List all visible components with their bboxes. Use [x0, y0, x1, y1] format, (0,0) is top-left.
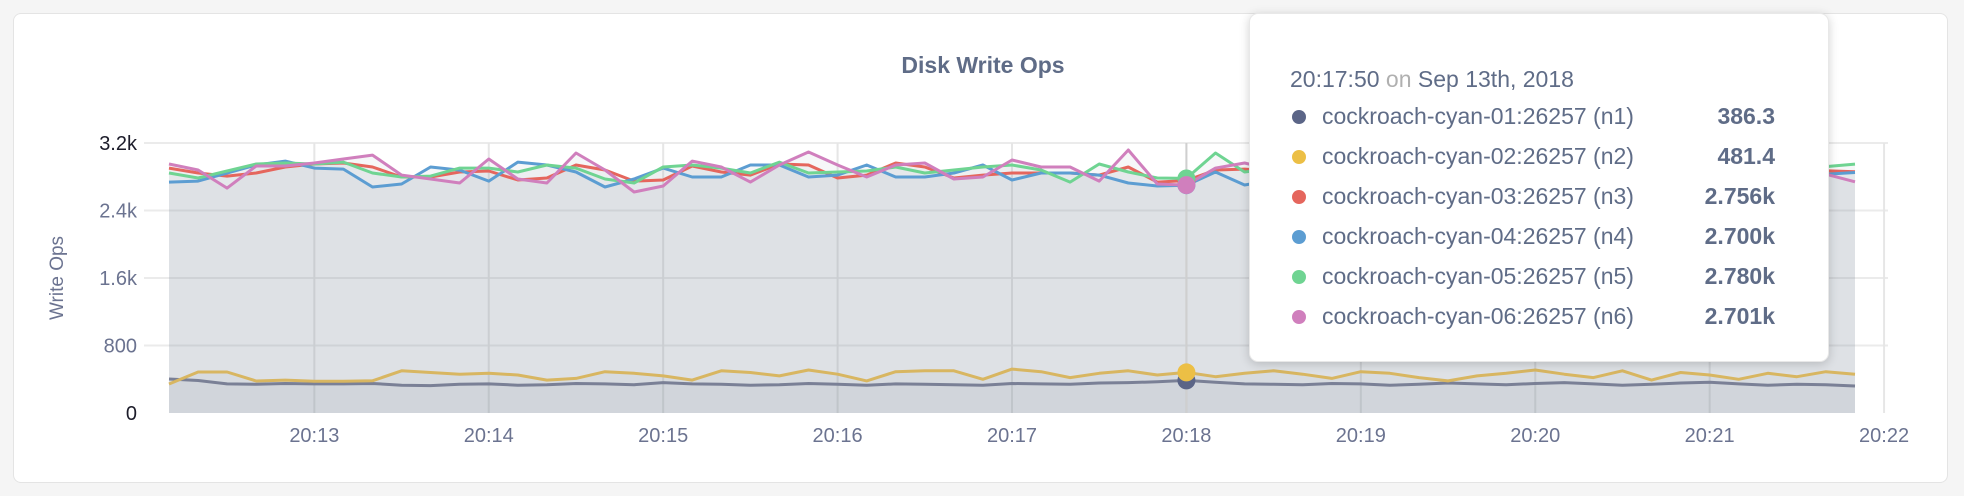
x-tick-label: 20:21 — [1685, 425, 1735, 447]
tooltip-series-value: 386.3 — [1717, 103, 1775, 129]
hover-point — [1177, 176, 1196, 195]
y-tick-label: 3.2k — [99, 133, 138, 155]
tooltip-row: cockroach-cyan-06:26257 (n6) 2.701k — [1290, 301, 1775, 333]
y-tick-label: 0 — [126, 403, 137, 425]
chart-title: Disk Write Ops — [901, 52, 1064, 78]
y-tick-label: 1.6k — [99, 268, 138, 290]
tooltip-series-label: cockroach-cyan-06:26257 (n6) — [1322, 303, 1634, 329]
x-axis-ticks: 20:13 20:14 20:15 20:16 20:17 20:18 20:19 20:20… — [289, 425, 1909, 447]
tooltip-row: cockroach-cyan-04:26257 (n4) 2.700k — [1290, 221, 1775, 253]
y-tick-label: 2.4k — [99, 201, 138, 223]
tooltip-series-label: cockroach-cyan-01:26257 (n1) — [1322, 103, 1634, 129]
tooltip-series-label: cockroach-cyan-03:26257 (n3) — [1322, 183, 1634, 209]
x-tick-label: 20:13 — [289, 425, 339, 447]
tooltip-header: 20:17:50 on Sep 13th, 2018 — [1290, 66, 1574, 93]
tooltip-on: on — [1385, 66, 1412, 92]
x-tick-label: 20:14 — [464, 425, 514, 447]
tooltip: 20:17:50 on Sep 13th, 2018 cockroach-cya… — [1249, 13, 1829, 362]
tooltip-row: cockroach-cyan-05:26257 (n5) 2.780k — [1290, 261, 1775, 293]
tooltip-series-value: 2.700k — [1704, 223, 1775, 249]
x-tick-label: 20:20 — [1510, 425, 1560, 447]
tooltip-series-label: cockroach-cyan-05:26257 (n5) — [1322, 263, 1634, 289]
y-tick-label: 800 — [104, 336, 137, 358]
tooltip-series-label: cockroach-cyan-04:26257 (n4) — [1322, 223, 1634, 249]
hover-markers — [1177, 143, 1196, 413]
y-axis-label: Write Ops — [47, 236, 68, 320]
series-dot-icon — [1292, 110, 1306, 124]
series-line — [168, 367, 1856, 386]
tooltip-row: cockroach-cyan-03:26257 (n3) 2.756k — [1290, 181, 1775, 213]
series-dot-icon — [1292, 190, 1306, 204]
tooltip-series-value: 2.780k — [1704, 263, 1775, 289]
series-area-fill — [169, 379, 1855, 413]
series-line — [168, 377, 1856, 388]
series-dot-icon — [1292, 230, 1306, 244]
tooltip-series-value: 2.701k — [1704, 303, 1775, 329]
tooltip-date: Sep 13th, 2018 — [1417, 66, 1574, 92]
x-tick-label: 20:18 — [1161, 425, 1211, 447]
x-tick-label: 20:15 — [638, 425, 688, 447]
x-tick-label: 20:19 — [1336, 425, 1386, 447]
tooltip-series-value: 2.756k — [1704, 183, 1775, 209]
x-tick-label: 20:16 — [813, 425, 863, 447]
hover-point — [1177, 363, 1196, 382]
tooltip-row: cockroach-cyan-02:26257 (n2) 481.4 — [1290, 141, 1775, 173]
x-tick-label: 20:22 — [1859, 425, 1909, 447]
series-dot-icon — [1292, 310, 1306, 324]
tooltip-time: 20:17:50 — [1290, 66, 1380, 92]
x-tick-label: 20:17 — [987, 425, 1037, 447]
series-dot-icon — [1292, 150, 1306, 164]
tooltip-series-value: 481.4 — [1717, 143, 1775, 169]
tooltip-series-label: cockroach-cyan-02:26257 (n2) — [1322, 143, 1634, 169]
y-axis-ticks: 0 800 1.6k 2.4k 3.2k — [99, 133, 138, 425]
tooltip-row: cockroach-cyan-01:26257 (n1) 386.3 — [1290, 101, 1775, 133]
series-dot-icon — [1292, 270, 1306, 284]
